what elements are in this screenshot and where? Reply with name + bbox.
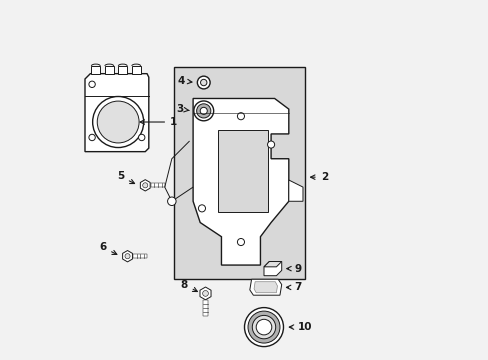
Polygon shape: [200, 287, 211, 300]
Bar: [91, 66, 100, 74]
Text: 4: 4: [177, 76, 192, 86]
Bar: [118, 66, 127, 74]
Circle shape: [97, 101, 139, 143]
Polygon shape: [249, 279, 281, 295]
Polygon shape: [203, 300, 207, 316]
Text: 7: 7: [286, 282, 301, 292]
Circle shape: [198, 205, 205, 212]
Text: 1: 1: [140, 117, 177, 127]
Circle shape: [202, 291, 208, 296]
Circle shape: [247, 311, 280, 343]
Polygon shape: [122, 251, 132, 262]
Circle shape: [92, 96, 143, 148]
Polygon shape: [288, 180, 303, 201]
Text: 9: 9: [286, 264, 301, 274]
Polygon shape: [264, 261, 281, 276]
Polygon shape: [264, 261, 281, 267]
Bar: [104, 66, 114, 74]
Circle shape: [89, 81, 95, 87]
Circle shape: [237, 238, 244, 246]
Bar: [173, 67, 304, 279]
Circle shape: [244, 307, 283, 347]
Polygon shape: [254, 282, 277, 293]
Polygon shape: [85, 74, 148, 152]
Bar: [132, 66, 141, 74]
Circle shape: [252, 315, 275, 339]
Circle shape: [196, 104, 210, 118]
Circle shape: [256, 319, 271, 335]
Circle shape: [125, 254, 130, 259]
Polygon shape: [133, 254, 147, 258]
Circle shape: [200, 107, 207, 114]
Circle shape: [267, 141, 274, 148]
Text: 6: 6: [99, 242, 117, 255]
Text: 10: 10: [289, 322, 311, 332]
Text: 5: 5: [117, 171, 134, 184]
Polygon shape: [193, 99, 288, 265]
Bar: [218, 130, 267, 212]
Polygon shape: [140, 180, 150, 191]
Text: 3: 3: [176, 104, 188, 114]
Circle shape: [193, 101, 213, 121]
Circle shape: [167, 197, 176, 206]
Circle shape: [200, 79, 206, 86]
Circle shape: [89, 134, 95, 141]
Circle shape: [142, 183, 147, 188]
Text: 8: 8: [180, 280, 197, 292]
Circle shape: [197, 76, 210, 89]
Text: 2: 2: [310, 172, 327, 182]
Circle shape: [138, 134, 144, 141]
Circle shape: [237, 113, 244, 120]
Polygon shape: [151, 183, 165, 188]
